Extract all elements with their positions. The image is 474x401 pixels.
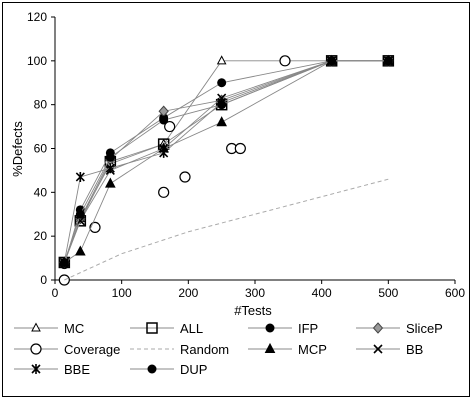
legend-entry-mc: MC [14,321,84,336]
data-point [327,56,337,66]
legend-label: Coverage [64,342,120,357]
legend-marker [265,323,275,333]
axes [51,16,456,284]
legend-label: IFP [298,321,318,336]
data-point [105,177,116,188]
legend-entry-slicep: SliceP [356,321,443,336]
series-line [64,178,389,281]
x-axis-label: #Tests [234,303,272,318]
data-point [179,171,191,183]
data-point [383,56,393,66]
data-point [75,171,85,182]
y-axis-label: %Defects [10,121,25,177]
data-point [59,257,69,267]
y-tick-label: 120 [27,10,47,24]
data-point [89,221,101,233]
data-point [217,78,227,88]
data-point [164,120,176,133]
data-point [105,152,115,162]
legend-label: MCP [298,342,327,357]
series-dup [59,56,393,267]
legend-marker [373,344,383,354]
legend-label: Random [180,342,229,357]
data-point [234,142,246,155]
series-group [58,54,395,286]
x-tick-label: 0 [52,286,59,300]
data-point [159,147,169,158]
y-tick-label: 20 [34,229,48,243]
legend-entry-random: Random [130,342,229,357]
legend-entry-dup: DUP [130,362,207,377]
data-point [159,115,169,125]
data-point [75,245,86,256]
legend-label: MC [64,321,84,336]
data-point [158,186,170,198]
y-tick-label: 100 [27,54,47,68]
data-point [216,116,227,127]
legend-entry-all: ALL [130,321,203,336]
legend-marker [146,322,158,334]
legend-label: ALL [180,321,203,336]
data-point [216,55,227,65]
legend-label: SliceP [406,321,443,336]
y-tick-label: 80 [34,98,48,112]
y-tick-label: 40 [34,185,48,199]
legend-marker [30,343,42,355]
y-tick-label: 60 [34,142,48,156]
legend-marker [372,322,384,334]
legend-label: BB [406,342,423,357]
legend-entry-mcp: MCP [248,342,327,357]
data-point [217,100,227,110]
series-coverage [58,55,291,286]
legend-entry-coverage: Coverage [14,342,120,357]
x-tick-label: 100 [112,286,132,300]
legend-marker [31,364,41,374]
x-tick-label: 600 [445,286,465,300]
legend-marker [147,364,157,374]
tick-labels: 0 20 40 60 80 100 120 0 100 200 300 400 500 600 [27,10,465,300]
legend-label: BBE [64,362,90,377]
y-tick-label: 0 [40,273,47,287]
data-point [105,163,115,174]
data-point [75,209,85,219]
legend-marker [264,342,276,353]
data-point [279,55,291,67]
legend: MC ALL IFP SliceP Coverage Random MCP BB BBE DUP [14,321,443,377]
x-tick-label: 300 [245,286,265,300]
x-tick-label: 500 [378,286,398,300]
chart-frame [2,2,470,397]
legend-label: DUP [180,362,207,377]
series-random [64,178,389,281]
legend-entry-bbe: BBE [14,362,90,377]
legend-marker [31,322,41,332]
legend-entry-ifp: IFP [248,321,318,336]
x-tick-label: 200 [178,286,198,300]
legend-entry-bb: BB [356,342,423,357]
x-tick-label: 400 [312,286,332,300]
